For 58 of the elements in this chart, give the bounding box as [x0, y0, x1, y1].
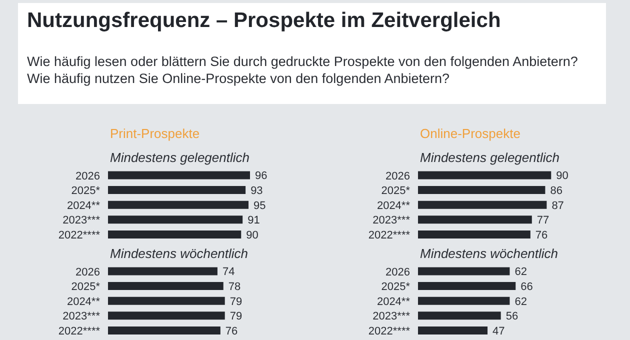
- data-label: 62: [514, 266, 527, 278]
- y-tick-label: 2023***: [372, 310, 411, 323]
- data-label: 77: [536, 214, 550, 227]
- data-label: 47: [492, 325, 505, 338]
- data-label: 91: [248, 214, 260, 227]
- chart-title: Online-Prospekte: [420, 126, 520, 141]
- bar: [418, 312, 501, 320]
- y-tick-label: 2025*: [71, 185, 101, 198]
- y-tick-label: 2025*: [71, 281, 101, 294]
- y-tick-label: 2025*: [381, 281, 411, 294]
- text: Nutzungsfrequenz – Prospekte im Zeitvergleich: [27, 9, 501, 33]
- y-tick-label: 2022****: [368, 326, 411, 338]
- text: Wie häufig lesen oder blättern Sie durch gedruckte Prospekte von den folgenden Anbietern? Wie häufig nutzen Sie Online-Prospekte von den folgenden Anbietern?: [27, 53, 579, 87]
- chart-title: Print-Prospekte: [110, 126, 200, 141]
- data-label: 76: [225, 325, 238, 338]
- y-tick-label: 2022****: [368, 230, 411, 242]
- data-label: 87: [552, 200, 564, 212]
- data-label: 95: [254, 200, 266, 212]
- data-label: 62: [514, 296, 527, 308]
- bar: [418, 296, 510, 305]
- y-tick-label: 2023***: [372, 214, 411, 227]
- y-tick-label: 2024**: [66, 200, 101, 212]
- bar: [108, 200, 249, 209]
- y-tick-label: 2022****: [58, 326, 101, 338]
- y-tick-label: 2025*: [381, 185, 411, 198]
- bar: [418, 267, 510, 276]
- chart-subtitle: Mindestens gelegentlich: [420, 150, 560, 165]
- data-label: 66: [520, 280, 533, 293]
- data-label: 90: [556, 170, 568, 182]
- bar: [108, 216, 243, 224]
- chart-subtitle: Mindestens wöchentlich: [420, 246, 558, 261]
- y-tick-label: 2024**: [376, 296, 411, 308]
- data-label: 79: [230, 310, 242, 323]
- data-label: 56: [506, 310, 518, 323]
- y-tick-label: 2023***: [62, 310, 101, 323]
- bar: [108, 171, 250, 180]
- y-tick-label: 2026: [76, 266, 100, 278]
- data-label: 90: [246, 229, 258, 242]
- y-tick-label: 2026: [386, 266, 410, 278]
- chart-subtitle: Mindestens wöchentlich: [110, 246, 248, 261]
- y-tick-label: 2023***: [62, 214, 101, 227]
- y-tick-label: 2022****: [58, 230, 101, 242]
- y-tick-label: 2024**: [376, 200, 411, 212]
- data-label: 78: [228, 280, 241, 293]
- bar: [108, 230, 242, 238]
- data-label: 79: [230, 296, 242, 308]
- y-tick-label: 2026: [386, 170, 410, 182]
- data-label: 86: [550, 184, 562, 197]
- data-label: 96: [255, 170, 268, 182]
- y-tick-label: 2024**: [66, 296, 101, 308]
- chart-subtitle: Mindestens gelegentlich: [110, 150, 250, 165]
- data-label: 93: [250, 184, 263, 197]
- bar: [108, 186, 246, 194]
- data-label: 74: [222, 266, 235, 278]
- bar: [418, 282, 516, 290]
- data-label: 76: [535, 229, 548, 242]
- bar: [418, 326, 488, 334]
- y-tick-label: 2026: [76, 170, 100, 182]
